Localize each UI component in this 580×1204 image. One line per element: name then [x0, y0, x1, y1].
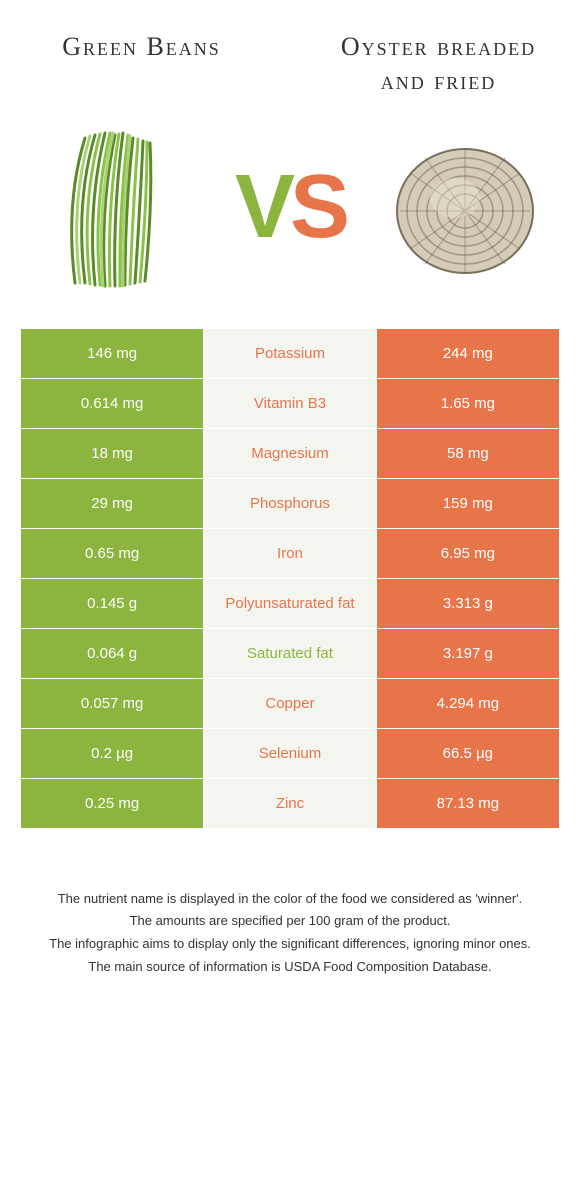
- table-row: 0.145 gPolyunsaturated fat3.313 g: [21, 578, 560, 628]
- footnote-line: The infographic aims to display only the…: [30, 934, 550, 955]
- table-row: 0.25 mgZinc87.13 mg: [21, 778, 560, 828]
- nutrient-label: Magnesium: [204, 428, 376, 478]
- left-value: 18 mg: [21, 428, 204, 478]
- table-row: 0.65 mgIron6.95 mg: [21, 528, 560, 578]
- left-value: 0.2 µg: [21, 728, 204, 778]
- table-row: 18 mgMagnesium58 mg: [21, 428, 560, 478]
- nutrient-label: Polyunsaturated fat: [204, 578, 376, 628]
- nutrient-label: Saturated fat: [204, 628, 376, 678]
- right-value: 3.197 g: [376, 628, 559, 678]
- nutrient-label: Selenium: [204, 728, 376, 778]
- nutrient-label: Vitamin B3: [204, 378, 376, 428]
- green-beans-image: [40, 118, 190, 298]
- images-row: VS: [20, 118, 560, 298]
- right-value: 244 mg: [376, 328, 559, 378]
- left-food-title: Green Beans: [20, 30, 263, 64]
- table-row: 0.2 µgSelenium66.5 µg: [21, 728, 560, 778]
- nutrient-label: Phosphorus: [204, 478, 376, 528]
- table-row: 29 mgPhosphorus159 mg: [21, 478, 560, 528]
- left-value: 0.145 g: [21, 578, 204, 628]
- right-value: 66.5 µg: [376, 728, 559, 778]
- left-value: 0.65 mg: [21, 528, 204, 578]
- header: Green Beans Oyster breaded and fried: [20, 30, 560, 98]
- table-row: 0.064 gSaturated fat3.197 g: [21, 628, 560, 678]
- right-value: 159 mg: [376, 478, 559, 528]
- right-food-title: Oyster breaded and fried: [317, 30, 560, 98]
- nutrient-label: Potassium: [204, 328, 376, 378]
- left-value: 0.614 mg: [21, 378, 204, 428]
- vs-s: S: [290, 157, 345, 257]
- nutrient-label: Copper: [204, 678, 376, 728]
- right-value: 4.294 mg: [376, 678, 559, 728]
- right-value: 87.13 mg: [376, 778, 559, 828]
- footnote-line: The nutrient name is displayed in the co…: [30, 889, 550, 910]
- left-value: 0.057 mg: [21, 678, 204, 728]
- right-value: 6.95 mg: [376, 528, 559, 578]
- left-value: 0.064 g: [21, 628, 204, 678]
- right-value: 1.65 mg: [376, 378, 559, 428]
- table-row: 146 mgPotassium244 mg: [21, 328, 560, 378]
- table-row: 0.057 mgCopper4.294 mg: [21, 678, 560, 728]
- right-value: 58 mg: [376, 428, 559, 478]
- footnote-line: The amounts are specified per 100 gram o…: [30, 911, 550, 932]
- right-value: 3.313 g: [376, 578, 559, 628]
- vs-label: VS: [235, 156, 345, 259]
- nutrient-table: 146 mgPotassium244 mg0.614 mgVitamin B31…: [20, 328, 560, 829]
- left-value: 0.25 mg: [21, 778, 204, 828]
- footnote-line: The main source of information is USDA F…: [30, 957, 550, 978]
- nutrient-label: Iron: [204, 528, 376, 578]
- oyster-image: [390, 118, 540, 298]
- left-value: 29 mg: [21, 478, 204, 528]
- nutrient-label: Zinc: [204, 778, 376, 828]
- left-value: 146 mg: [21, 328, 204, 378]
- footnotes: The nutrient name is displayed in the co…: [20, 889, 560, 978]
- vs-v: V: [235, 157, 290, 257]
- table-row: 0.614 mgVitamin B31.65 mg: [21, 378, 560, 428]
